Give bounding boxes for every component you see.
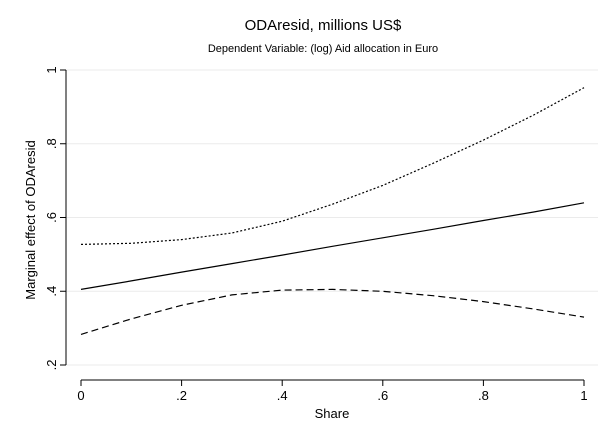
x-tick-label: .6 xyxy=(377,388,388,403)
x-axis-label: Share xyxy=(315,406,350,421)
chart-subtitle: Dependent Variable: (log) Aid allocation… xyxy=(208,43,438,55)
series-lines xyxy=(80,87,585,335)
dashed-series-line xyxy=(80,288,585,335)
x-tick-label: 0 xyxy=(77,388,84,403)
y-tick-label: .8 xyxy=(44,138,59,149)
y-tick-label: .4 xyxy=(44,286,59,297)
solid-series-line xyxy=(80,202,585,290)
dotted-series-line xyxy=(80,87,585,245)
y-tick-label: 1 xyxy=(44,66,59,73)
chart-title: ODAresid, millions US$ xyxy=(245,17,402,34)
x-tick-label: .8 xyxy=(478,388,489,403)
gridlines xyxy=(66,69,598,366)
y-axis-label: Marginal effect of ODAresid xyxy=(23,140,38,299)
x-tick-label: 1 xyxy=(580,388,587,403)
y-tick-label: .6 xyxy=(44,212,59,223)
x-tick-label: .2 xyxy=(176,388,187,403)
axes: .2 .4 .6 .8 1 0 .2 .4 .6 .8 1 xyxy=(44,66,588,403)
y-tick-label: .2 xyxy=(44,360,59,371)
x-tick-label: .4 xyxy=(277,388,288,403)
